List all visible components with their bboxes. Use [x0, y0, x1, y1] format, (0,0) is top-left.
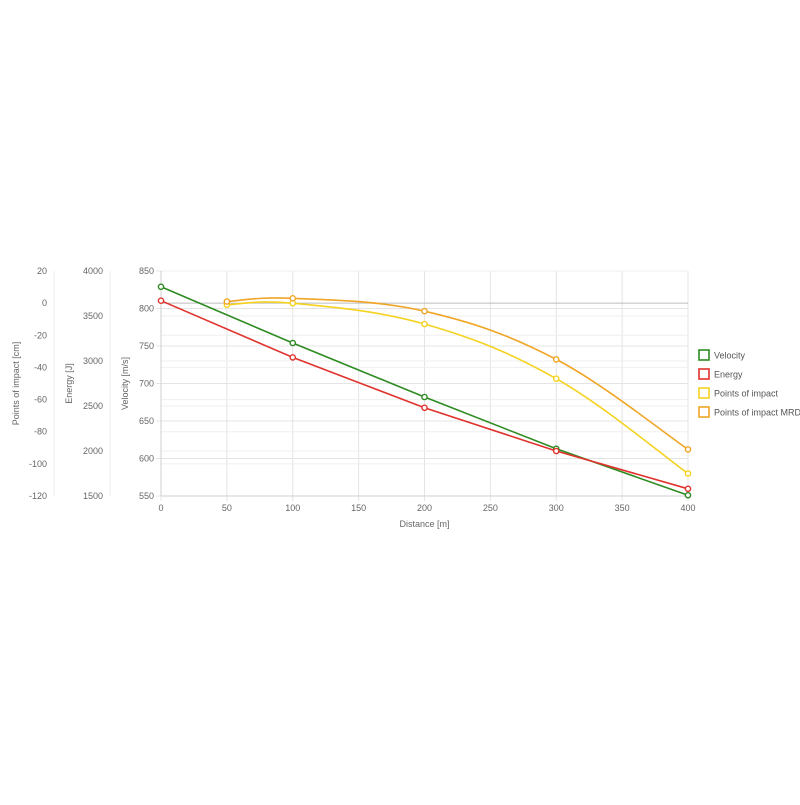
- impact-tick-label: 0: [42, 298, 47, 308]
- points-of-impact-mrd-line: [226, 297, 689, 451]
- points-of-impact-point: [552, 375, 560, 382]
- x-tick-label: 400: [680, 503, 695, 513]
- x-tick-label: 100: [285, 503, 300, 513]
- legend-swatch: [698, 368, 710, 380]
- axes-layer: 0 50 100 150 200 250 300 350 400200-20-40-60-80-…: [11, 266, 696, 529]
- x-tick-label: 200: [417, 503, 432, 513]
- velocity-tick-label: 800: [139, 304, 154, 314]
- energy-tick-label: 1500: [83, 491, 103, 501]
- points-of-impact-point: [421, 320, 428, 328]
- impact-tick-label: -40: [34, 362, 47, 372]
- energy-axis-title: Energy [J]: [64, 363, 74, 404]
- series-layer: [157, 283, 692, 499]
- velocity-tick-label: 600: [139, 454, 154, 464]
- velocity-point: [289, 339, 297, 347]
- legend-layer: Velocity Energy Points of impact Points of …: [698, 349, 800, 418]
- impact-tick-label: -100: [29, 459, 47, 469]
- energy-point: [421, 404, 428, 412]
- impact-tick-label: 20: [37, 266, 47, 276]
- legend-swatch: [698, 387, 710, 399]
- energy-point: [552, 447, 560, 455]
- points-of-impact-mrd-point: [223, 298, 231, 305]
- legend-swatch: [698, 349, 710, 361]
- energy-tick-label: 3000: [83, 356, 103, 366]
- velocity-tick-label: 850: [139, 266, 154, 276]
- velocity-point: [157, 283, 165, 291]
- velocity-tick-label: 700: [139, 379, 154, 389]
- legend-label: Points of impact: [714, 389, 779, 399]
- energy-tick-label: 2000: [83, 446, 103, 456]
- impact-tick-label: -60: [34, 395, 47, 405]
- impact-axis-title: Points of impact [cm]: [11, 342, 21, 426]
- x-tick-label: 350: [615, 503, 630, 513]
- energy-tick-label: 2500: [83, 401, 103, 411]
- points-of-impact-mrd-point: [684, 446, 692, 453]
- points-of-impact-mrd-point: [421, 307, 428, 315]
- points-of-impact-point: [684, 470, 692, 477]
- points-of-impact-mrd-point: [552, 356, 560, 363]
- velocity-tick-label: 550: [139, 491, 154, 501]
- points-of-impact-mrd-point: [289, 295, 297, 302]
- legend-swatch: [698, 406, 710, 418]
- impact-tick-label: -20: [34, 330, 47, 340]
- impact-tick-label: -120: [29, 491, 47, 501]
- energy-point: [157, 297, 165, 305]
- energy-tick-label: 3500: [83, 311, 103, 321]
- energy-point: [289, 354, 297, 361]
- x-tick-label: 150: [351, 503, 366, 513]
- x-tick-label: 50: [222, 503, 232, 513]
- legend-label: Points of impact MRD: [714, 408, 800, 418]
- impact-tick-label: -80: [34, 427, 47, 437]
- x-tick-label: 0: [158, 503, 163, 513]
- velocity-point: [421, 393, 428, 401]
- legend-label: Energy: [714, 370, 743, 380]
- x-tick-label: 300: [549, 503, 564, 513]
- legend-label: Velocity: [714, 351, 746, 361]
- x-tick-label: 250: [483, 503, 498, 513]
- points-of-impact-line: [226, 301, 689, 475]
- velocity-point: [684, 491, 692, 499]
- x-axis-title: Distance [m]: [399, 519, 449, 529]
- velocity-axis-title: Velocity [m/s]: [120, 357, 130, 410]
- energy-tick-label: 4000: [83, 266, 103, 276]
- velocity-tick-label: 650: [139, 416, 154, 426]
- energy-point: [684, 485, 692, 493]
- velocity-tick-label: 750: [139, 341, 154, 351]
